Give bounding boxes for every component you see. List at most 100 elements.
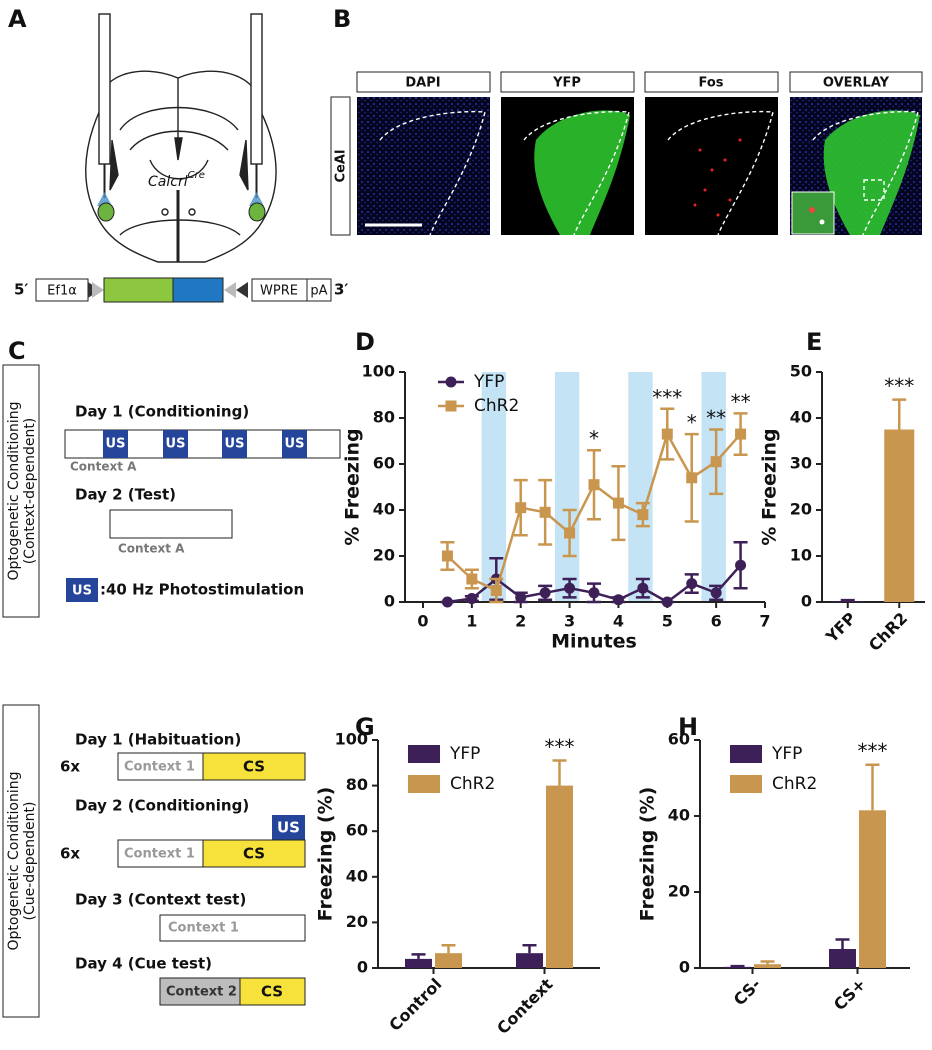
day-label: Day 2 (Test) <box>75 486 176 504</box>
genotype-label: CalcrlCre <box>148 170 205 190</box>
point <box>515 502 527 514</box>
bar <box>435 953 462 968</box>
error-bar <box>441 943 456 954</box>
region-label: CeAl <box>334 150 349 183</box>
panel-letter: G <box>355 713 375 741</box>
y-tick-label: 0 <box>679 958 690 977</box>
brain-diagram <box>85 70 277 263</box>
x-tick-label: 4 <box>613 612 624 631</box>
point <box>637 509 649 521</box>
panel-letter: C <box>8 337 26 365</box>
error-bar <box>760 960 775 965</box>
y-tick-label: 20 <box>790 500 812 519</box>
point <box>710 456 722 468</box>
panel-letter: B <box>333 5 351 33</box>
bar <box>724 966 751 968</box>
significance: *** <box>545 735 575 759</box>
y-tick-label: 80 <box>373 408 395 427</box>
point <box>612 497 624 509</box>
point <box>466 593 478 605</box>
us-legend: :40 Hz Photostimulation <box>100 581 304 599</box>
y-tick-label: 0 <box>357 958 368 977</box>
point <box>661 596 673 608</box>
x-tick-label: 1 <box>466 612 477 631</box>
y-tick-label: 60 <box>373 454 395 473</box>
y-tick-label: 40 <box>373 500 395 519</box>
y-tick-label: 100 <box>362 362 395 381</box>
x-tick-label: Context <box>493 974 557 1038</box>
significance: ** <box>706 406 726 430</box>
context-label: Context 1 <box>124 760 195 775</box>
legend-label: YFP <box>771 744 802 764</box>
y-tick-label: 30 <box>790 454 812 473</box>
context-label: Context A <box>118 542 185 556</box>
channel-label: YFP <box>552 76 581 91</box>
legend-marker <box>445 376 457 388</box>
y-tick-label: 40 <box>668 806 690 825</box>
repeat-label: 6x <box>60 758 80 776</box>
genotype-superscript: Cre <box>188 170 205 181</box>
significance: *** <box>652 385 682 409</box>
stim-band <box>481 372 507 602</box>
point <box>441 550 453 562</box>
cs-label: CS <box>243 758 265 776</box>
construct: 5′ Ef1α WPRE pA 3′ <box>14 277 348 303</box>
x-tick-label: ChR2 <box>865 609 911 655</box>
us-label: US <box>285 437 305 452</box>
point <box>661 428 673 440</box>
point <box>612 594 624 606</box>
day-label: Day 1 (Conditioning) <box>75 403 249 421</box>
micrographs: CeAl DAPI YFP Fos OVERLAY <box>330 71 923 236</box>
construct-label: Ef1α <box>47 284 77 299</box>
bar <box>405 958 432 968</box>
channel-label: DAPI <box>405 76 440 91</box>
cs-label: CS <box>261 983 283 1001</box>
y-tick-label: 10 <box>790 546 812 565</box>
y-tick-label: 40 <box>790 408 812 427</box>
point <box>515 591 527 603</box>
x-tick-label: 3 <box>564 612 575 631</box>
point <box>588 587 600 599</box>
error-bar <box>835 938 850 949</box>
x-tick-label: 7 <box>759 612 770 631</box>
channel-label: Fos <box>698 76 723 91</box>
panel-letter: D <box>355 328 375 356</box>
legend-label: ChR2 <box>772 774 817 794</box>
y-tick-label: 60 <box>346 821 368 840</box>
bar <box>832 601 863 602</box>
x-tick-label: 6 <box>711 612 722 631</box>
panel-letter: A <box>8 5 27 33</box>
stim-band <box>701 372 726 602</box>
point <box>490 585 502 596</box>
error-bar <box>892 398 907 430</box>
us-label: US <box>72 584 92 599</box>
us-label: US <box>106 437 126 452</box>
day-label: Day 2 (Conditioning) <box>75 797 249 815</box>
y-tick-label: 60 <box>668 730 690 749</box>
point <box>588 479 600 491</box>
y-tick-label: 100 <box>335 730 368 749</box>
us-label: US <box>277 819 300 837</box>
point <box>686 472 698 484</box>
y-axis-label: % Freezing <box>759 428 781 545</box>
construct-label: WPRE <box>260 284 298 299</box>
y-tick-label: 80 <box>346 775 368 794</box>
point <box>637 582 649 594</box>
x-tick-label: 2 <box>515 612 526 631</box>
construct-label: pA <box>310 284 327 299</box>
significance: * <box>589 427 599 451</box>
bar <box>884 429 915 602</box>
error-bar <box>522 943 537 954</box>
protocol-title: (Context-dependent) <box>22 418 38 565</box>
protocol-context: Optogenetic Conditioning (Context-depend… <box>2 364 341 618</box>
x-tick-label: Control <box>385 975 445 1035</box>
panel-letter: H <box>678 713 698 741</box>
bar <box>516 953 543 968</box>
legend-marker <box>445 400 457 412</box>
x-tick-label: YFP <box>821 608 860 647</box>
us-label: US <box>225 437 245 452</box>
y-tick-label: 20 <box>668 882 690 901</box>
point <box>564 582 576 594</box>
us-label: US <box>166 437 186 452</box>
